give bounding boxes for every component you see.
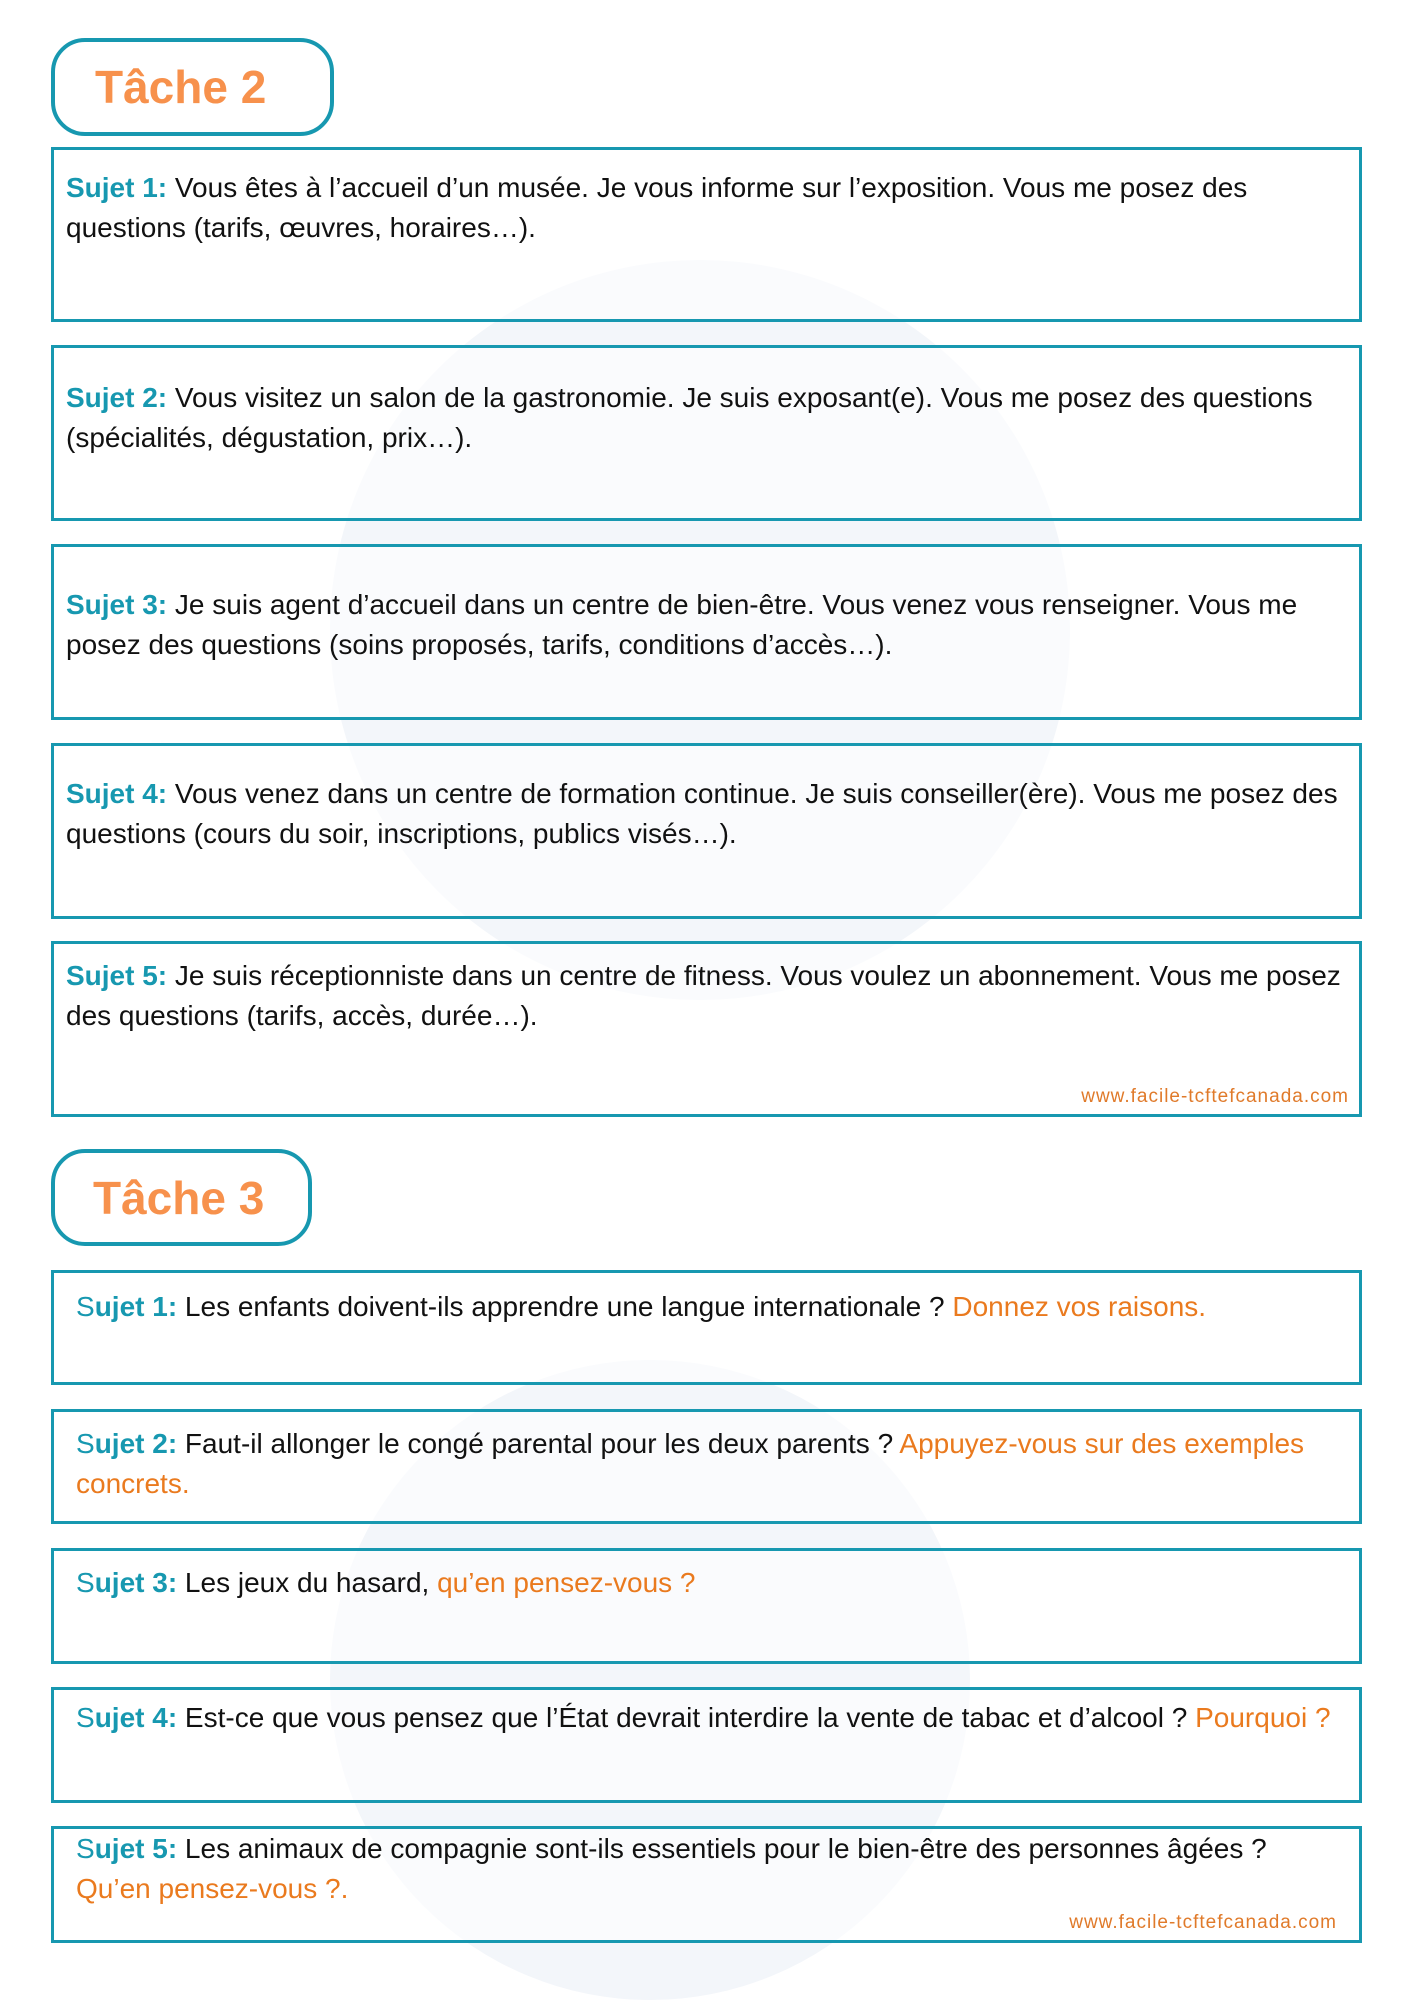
tache2-sujet-3: Sujet 3: Je suis agent d’accueil dans un… (51, 544, 1362, 720)
sujet-highlight: qu’en pensez-vous ? (437, 1567, 696, 1598)
sujet-text: Je suis réceptionniste dans un centre de… (66, 960, 1341, 1031)
sujet-label: Sujet 3: (66, 589, 168, 620)
sujet-highlight: Pourquoi ? (1195, 1702, 1331, 1733)
sujet-label: Sujet 1: (76, 1291, 178, 1322)
website-link[interactable]: www.facile-tcftefcanada.com (1069, 1912, 1337, 1933)
tache2-header: Tâche 2 (51, 38, 334, 136)
tache3-sujet-4: Sujet 4: Est-ce que vous pensez que l’Ét… (51, 1687, 1362, 1803)
sujet-label: Sujet 4: (76, 1702, 178, 1733)
sujet-text: Vous venez dans un centre de formation c… (66, 778, 1338, 849)
sujet-label: Sujet 3: (76, 1567, 178, 1598)
sujet-text: Je suis agent d’accueil dans un centre d… (66, 589, 1298, 660)
sujet-text: Vous êtes à l’accueil d’un musée. Je vou… (66, 172, 1248, 243)
tache3-sujet-5: Sujet 5: Les animaux de compagnie sont-i… (51, 1826, 1362, 1943)
sujet-label: Sujet 2: (66, 382, 168, 413)
sujet-highlight: Qu’en pensez-vous ?. (76, 1873, 349, 1904)
sujet-text: Faut-il allonger le congé parental pour … (177, 1428, 900, 1459)
sujet-text: Est-ce que vous pensez que l’État devrai… (177, 1702, 1196, 1733)
tache2-sujet-5: Sujet 5: Je suis réceptionniste dans un … (51, 941, 1362, 1117)
sujet-label: Sujet 2: (76, 1428, 178, 1459)
tache3-sujet-1: Sujet 1: Les enfants doivent-ils apprend… (51, 1270, 1362, 1385)
website-link[interactable]: www.facile-tcftefcanada.com (1081, 1086, 1349, 1107)
sujet-label: Sujet 1: (66, 172, 168, 203)
tache2-sujet-4: Sujet 4: Vous venez dans un centre de fo… (51, 743, 1362, 919)
tache3-header: Tâche 3 (51, 1149, 312, 1246)
sujet-highlight: Appuyez-vous sur des exemples concrets. (76, 1428, 1305, 1499)
tache3-sujet-3: Sujet 3: Les jeux du hasard, qu’en pense… (51, 1548, 1362, 1664)
tache3-sujet-2: Sujet 2: Faut-il allonger le congé paren… (51, 1409, 1362, 1524)
tache2-sujet-2: Sujet 2: Vous visitez un salon de la gas… (51, 345, 1362, 521)
sujet-text: Les animaux de compagnie sont-ils essent… (177, 1833, 1267, 1864)
sujet-text: Les jeux du hasard, (177, 1567, 438, 1598)
tache2-sujet-1: Sujet 1: Vous êtes à l’accueil d’un musé… (51, 147, 1362, 322)
sujet-label: Sujet 5: (66, 960, 168, 991)
sujet-text: Vous visitez un salon de la gastronomie.… (66, 382, 1313, 453)
sujet-text: Les enfants doivent-ils apprendre une la… (177, 1291, 953, 1322)
sujet-highlight: Donnez vos raisons. (952, 1291, 1207, 1322)
sujet-label: Sujet 4: (66, 778, 168, 809)
sujet-label: Sujet 5: (76, 1833, 178, 1864)
